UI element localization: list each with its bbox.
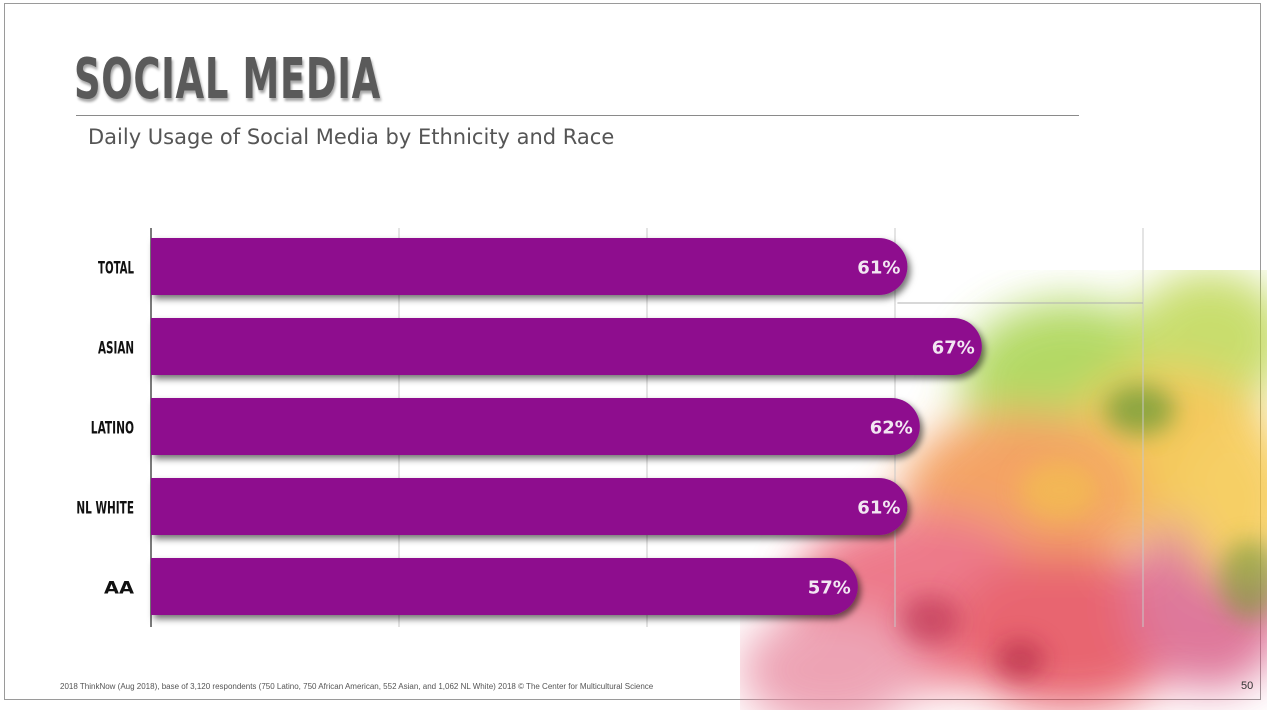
category-label-nl-white: NL WHITE [76, 499, 134, 519]
data-label-aa: 57% [808, 578, 851, 599]
data-label-total: 61% [857, 258, 900, 279]
slide-subtitle: Daily Usage of Social Media by Ethnicity… [88, 125, 615, 149]
data-label-latino: 62% [870, 418, 913, 439]
bar-asian [151, 318, 982, 375]
data-label-nl-white: 61% [857, 498, 900, 519]
data-label-asian: 67% [932, 338, 975, 359]
bar-aa [151, 558, 858, 615]
bar-total [151, 238, 908, 295]
title-divider [76, 115, 1079, 116]
bar-nl-white [151, 478, 908, 535]
category-label-latino: LATINO [91, 419, 134, 439]
category-label-asian: ASIAN [98, 339, 134, 359]
bar-latino [151, 398, 920, 455]
source-footnote: 2018 ThinkNow (Aug 2018), base of 3,120 … [60, 682, 654, 691]
page-number: 50 [1241, 680, 1254, 692]
slide-title: SOCIAL MEDIA [74, 47, 381, 112]
category-label-total: TOTAL [98, 259, 134, 279]
category-label-aa: AA [104, 579, 134, 599]
